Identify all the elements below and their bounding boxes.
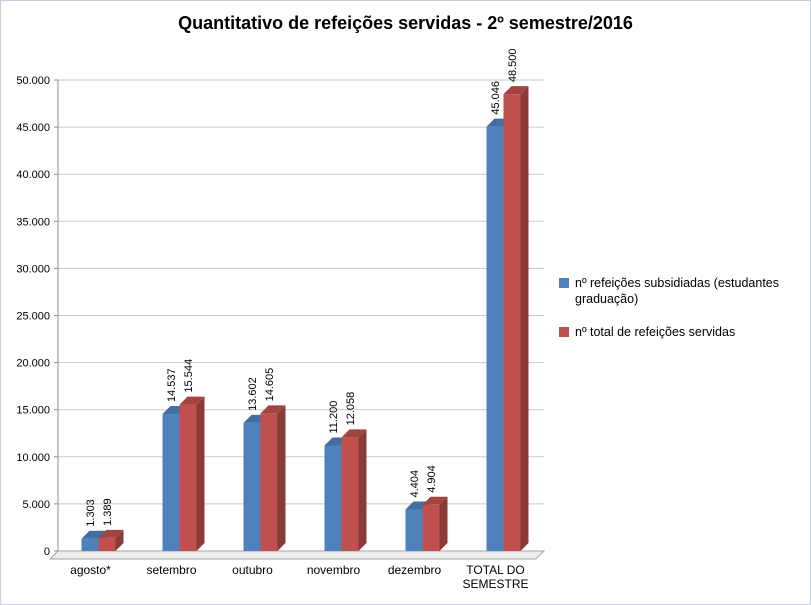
svg-text:novembro: novembro xyxy=(307,563,361,577)
svg-text:agosto*: agosto* xyxy=(70,563,111,577)
svg-text:5.000: 5.000 xyxy=(22,499,50,511)
svg-text:0: 0 xyxy=(44,546,50,558)
svg-text:SEMESTRE: SEMESTRE xyxy=(462,577,528,591)
chart-title: Quantitativo de refeições servidas - 2º … xyxy=(178,13,633,33)
svg-text:dezembro: dezembro xyxy=(388,563,442,577)
svg-text:40.000: 40.000 xyxy=(16,169,50,181)
svg-text:12.058: 12.058 xyxy=(345,392,357,426)
svg-text:14.605: 14.605 xyxy=(264,368,276,402)
svg-text:setembro: setembro xyxy=(146,563,196,577)
legend-label: nº total de refeições servidas xyxy=(575,324,736,339)
svg-text:4.404: 4.404 xyxy=(409,470,421,498)
svg-text:45.046: 45.046 xyxy=(490,81,502,115)
svg-text:1.389: 1.389 xyxy=(102,498,114,526)
svg-text:14.537: 14.537 xyxy=(166,368,178,402)
svg-text:13.602: 13.602 xyxy=(247,377,259,411)
svg-text:1.303: 1.303 xyxy=(85,499,97,527)
svg-text:10.000: 10.000 xyxy=(16,452,50,464)
svg-text:4.904: 4.904 xyxy=(426,465,438,493)
svg-text:20.000: 20.000 xyxy=(16,358,50,370)
svg-text:30.000: 30.000 xyxy=(16,263,50,275)
svg-text:15.544: 15.544 xyxy=(183,359,195,393)
svg-text:50.000: 50.000 xyxy=(16,75,50,87)
legend: nº refeições subsidiadas (estudantes gra… xyxy=(559,275,810,340)
svg-text:15.000: 15.000 xyxy=(16,405,50,417)
legend-swatch xyxy=(559,278,569,288)
svg-text:11.200: 11.200 xyxy=(328,401,340,434)
legend-item: nº refeições subsidiadas (estudantes gra… xyxy=(559,275,810,308)
legend-swatch xyxy=(559,326,569,337)
legend-label: nº refeições subsidiadas (estudantes gra… xyxy=(575,276,779,307)
svg-text:TOTAL DO: TOTAL DO xyxy=(466,563,524,577)
svg-text:45.000: 45.000 xyxy=(16,122,50,134)
svg-text:35.000: 35.000 xyxy=(16,216,50,228)
legend-item: nº total de refeições servidas xyxy=(559,324,810,340)
svg-text:48.500: 48.500 xyxy=(507,48,519,82)
svg-text:25.000: 25.000 xyxy=(16,311,50,323)
svg-text:outubro: outubro xyxy=(232,563,273,577)
